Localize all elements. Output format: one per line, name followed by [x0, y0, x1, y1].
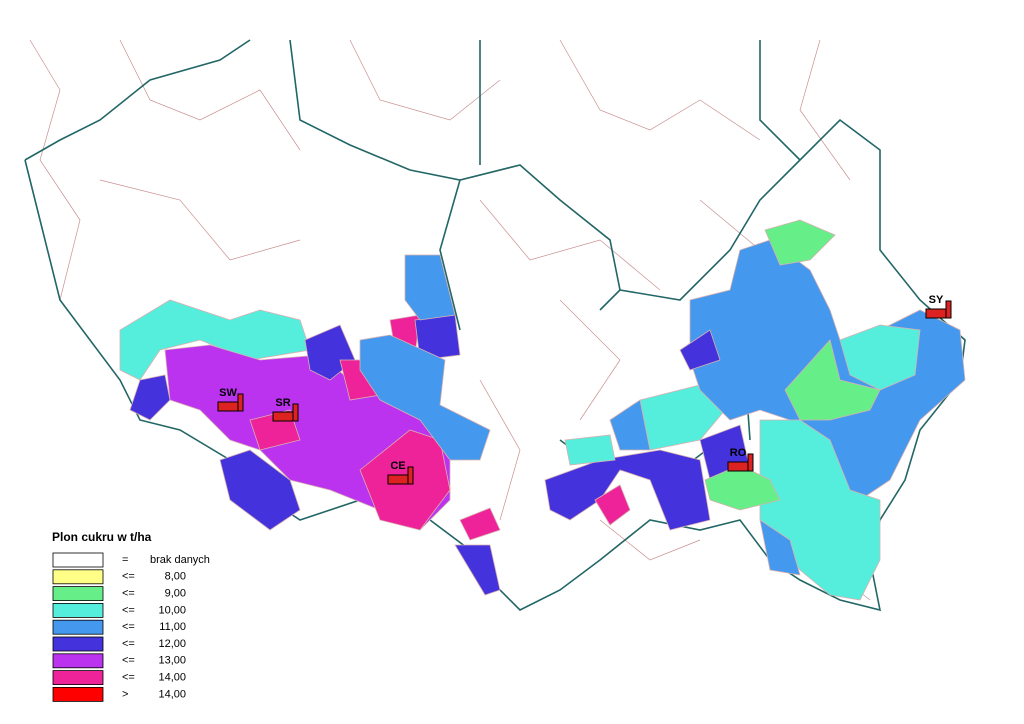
region — [459, 507, 501, 541]
legend-operator: <= — [122, 588, 135, 600]
region — [119, 299, 311, 381]
legend-operator: = — [122, 554, 128, 566]
legend-label: 10,00 — [158, 604, 186, 616]
factory-chimney — [407, 466, 414, 485]
legend-label: 9,00 — [165, 588, 186, 600]
factory-chimney — [747, 453, 754, 472]
choropleth — [119, 219, 966, 601]
legend-swatch — [52, 687, 104, 702]
region — [759, 519, 801, 576]
factory-marker: SY — [925, 294, 952, 319]
legend-swatch — [52, 586, 104, 601]
factory-chimney — [945, 300, 952, 319]
region — [359, 334, 491, 461]
factory-icon — [727, 461, 751, 472]
legend-operator: <= — [122, 621, 135, 633]
legend-operator: <= — [122, 571, 135, 583]
legend: Plon cukru w t/ha = brak danych <= 8,00 <= 9,… — [52, 530, 210, 702]
region — [784, 339, 881, 421]
factory-icon — [272, 411, 296, 422]
legend-operator: > — [122, 688, 128, 700]
region — [609, 399, 651, 451]
legend-swatch — [52, 619, 104, 635]
factory-marker: SW — [217, 387, 244, 412]
factory-icon — [387, 474, 411, 485]
legend-title: Plon cukru w t/ha — [52, 530, 152, 544]
factory-chimney — [237, 393, 244, 412]
region — [839, 324, 921, 391]
legend-label: brak danych — [150, 554, 210, 566]
legend-swatch — [52, 569, 104, 585]
region — [764, 219, 836, 266]
markers: SW SR CE RO SY — [217, 294, 952, 485]
legend-swatch — [52, 653, 104, 669]
legend-operator: <= — [122, 638, 135, 650]
factory-marker: CE — [387, 460, 414, 485]
factory-label: RO — [730, 447, 747, 459]
legend-swatch — [52, 552, 104, 568]
factory-marker: SR — [272, 397, 299, 422]
legend-label: 14,00 — [158, 672, 186, 684]
factory-icon — [925, 308, 949, 319]
region — [544, 449, 711, 531]
legend-operator: <= — [122, 655, 135, 667]
legend-label: 13,00 — [158, 655, 186, 667]
region — [129, 374, 171, 421]
factory-icon — [217, 401, 241, 412]
region — [564, 434, 616, 466]
factory-chimney — [292, 403, 299, 422]
factory-marker: RO — [727, 447, 754, 472]
legend-swatch — [52, 603, 104, 618]
factory-label: CE — [390, 460, 405, 472]
region — [219, 449, 301, 531]
factory-label: SY — [929, 294, 944, 306]
legend-swatch — [52, 636, 104, 652]
legend-swatch — [52, 670, 104, 685]
region — [594, 484, 631, 526]
legend-operator: <= — [122, 672, 135, 684]
legend-operator: <= — [122, 604, 135, 616]
legend-label: 12,00 — [158, 638, 186, 650]
region — [404, 254, 456, 321]
factory-label: SR — [275, 397, 290, 409]
factory-label: SW — [219, 387, 237, 399]
region — [454, 544, 501, 596]
legend-label: 14,00 — [158, 688, 186, 700]
district-lines — [29, 39, 871, 601]
legend-label: 8,00 — [165, 571, 186, 583]
legend-label: 11,00 — [159, 621, 186, 633]
region — [679, 329, 721, 371]
